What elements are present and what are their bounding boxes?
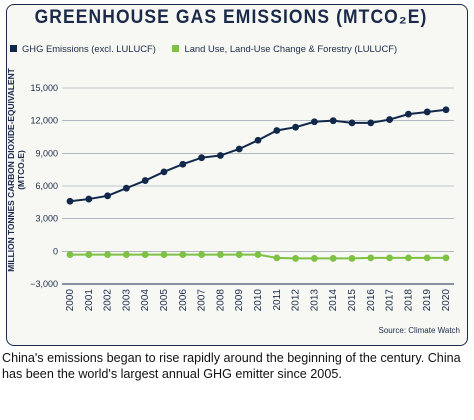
data-point-lulucf — [442, 254, 450, 262]
x-tick-label: 2006 — [178, 289, 189, 312]
x-tick-label: 2002 — [103, 289, 114, 312]
data-point-lulucf — [66, 251, 74, 258]
x-tick-label: 2012 — [291, 289, 302, 312]
data-point-lulucf — [348, 255, 356, 262]
data-point-lulucf — [123, 251, 130, 258]
x-tick-label: 2017 — [385, 289, 396, 312]
data-point-lulucf — [85, 251, 93, 258]
data-point-lulucf — [104, 251, 111, 258]
data-point-ghg — [292, 123, 299, 131]
data-point-ghg — [254, 136, 262, 144]
legend: GHG Emissions (excl. LULUCF) Land Use, L… — [10, 43, 411, 54]
data-point-ghg — [160, 168, 168, 176]
x-tick-label: 2004 — [140, 289, 151, 312]
data-point-ghg — [217, 152, 224, 159]
legend-swatch-ghg — [10, 45, 17, 52]
x-tick-label: 2001 — [84, 289, 95, 312]
x-tick-label: 2019 — [422, 289, 433, 312]
x-tick-label: 2016 — [366, 289, 377, 312]
data-point-ghg — [123, 184, 130, 192]
line-chart: 15,000 12,000 9,000 6,000 3,000 0 −3,000 2000 20… — [30, 83, 454, 312]
x-tick-label: 2009 — [234, 289, 245, 312]
data-point-ghg — [141, 177, 149, 184]
legend-item-lulucf: Land Use, Land-Use Change & Forestry (LU… — [172, 43, 397, 54]
legend-item-ghg: GHG Emissions (excl. LULUCF) — [10, 43, 156, 54]
data-point-ghg — [104, 192, 111, 200]
data-point-ghg — [423, 108, 431, 116]
data-point-ghg — [66, 197, 74, 205]
y-tick-label: 0 — [53, 246, 58, 256]
data-point-lulucf — [292, 255, 299, 262]
data-point-lulucf — [329, 255, 337, 262]
data-point-lulucf — [254, 251, 262, 258]
data-point-ghg — [235, 145, 243, 153]
data-point-ghg — [329, 117, 337, 125]
y-tick-label: 6,000 — [35, 181, 58, 191]
data-point-lulucf — [405, 254, 412, 262]
x-tick-label: 2014 — [328, 289, 339, 312]
data-point-lulucf — [273, 254, 281, 262]
data-point-ghg — [405, 110, 412, 118]
source-note: Source: Climate Watch — [378, 326, 460, 335]
legend-label-ghg: GHG Emissions (excl. LULUCF) — [22, 43, 156, 54]
data-point-lulucf — [160, 251, 168, 258]
x-tick-label: 2007 — [197, 289, 208, 312]
data-point-ghg — [348, 119, 356, 127]
data-point-ghg — [442, 106, 450, 114]
data-point-ghg — [179, 160, 187, 168]
y-tick-label: 12,000 — [30, 116, 58, 126]
y-tick-label: −3,000 — [30, 279, 58, 289]
data-point-ghg — [85, 195, 93, 203]
x-tick-label: 2000 — [65, 289, 76, 312]
data-point-lulucf — [217, 251, 224, 258]
chart-title: GREENHOUSE GAS EMISSIONS (MTCO₂E) — [34, 7, 428, 28]
chart-card — [6, 4, 468, 346]
data-point-ghg — [311, 118, 318, 126]
data-point-lulucf — [423, 254, 431, 262]
x-tick-label: 2003 — [121, 289, 132, 312]
data-point-ghg — [198, 154, 206, 162]
legend-label-lulucf: Land Use, Land-Use Change & Forestry (LU… — [184, 43, 398, 54]
x-tick-label: 2008 — [215, 289, 226, 312]
x-tick-label: 2020 — [441, 289, 452, 312]
data-point-lulucf — [367, 254, 375, 262]
x-tick-label: 2010 — [253, 289, 264, 312]
x-tick-label: 2011 — [272, 289, 283, 311]
x-tick-label: 2005 — [159, 289, 170, 312]
data-point-lulucf — [311, 255, 318, 262]
data-point-lulucf — [198, 251, 206, 258]
x-tick-label: 2015 — [347, 289, 358, 312]
data-point-ghg — [273, 127, 281, 134]
caption: China's emissions began to rise rapidly … — [2, 351, 461, 381]
data-point-ghg — [367, 119, 375, 127]
data-point-lulucf — [235, 251, 243, 258]
y-tick-label: 9,000 — [35, 148, 58, 158]
legend-swatch-lulucf — [172, 45, 180, 52]
y-tick-label: 3,000 — [35, 214, 58, 224]
data-point-lulucf — [179, 251, 187, 258]
data-point-ghg — [386, 116, 393, 123]
x-tick-label: 2013 — [309, 289, 320, 312]
data-point-lulucf — [386, 254, 393, 262]
x-tick-label: 2018 — [403, 289, 414, 312]
y-tick-label: 15,000 — [30, 83, 58, 93]
data-point-lulucf — [141, 251, 149, 258]
